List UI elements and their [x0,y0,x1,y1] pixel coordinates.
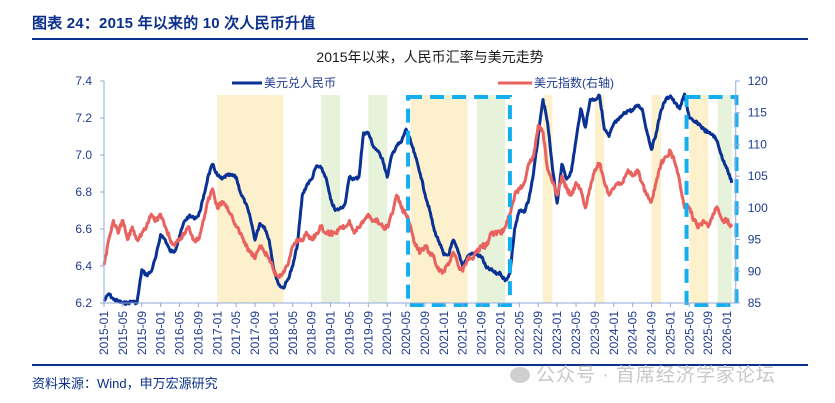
y-right-tick-label: 85 [748,296,762,310]
series-lines [102,92,734,306]
x-tick-label: 2021-09 [475,311,489,355]
x-tick-label: 2020-09 [418,311,432,355]
highlight-boxes [406,95,739,307]
x-tick-label: 2023-09 [588,311,602,355]
x-tick-label: 2016-05 [173,311,187,355]
x-tick-label: 2025-05 [682,311,696,355]
shaded-period-yellow [594,95,605,303]
y-right-tick-label: 95 [748,233,762,247]
x-tick-label: 2016-09 [191,311,205,355]
x-tick-label: 2019-01 [324,311,338,355]
y-left-tick-label: 7.2 [75,111,92,125]
x-tick-label: 2019-05 [342,311,356,355]
y-right-tick-label: 110 [748,137,767,151]
x-tick-label: 2025-01 [663,311,677,355]
x-tick-label: 2021-01 [437,311,451,355]
x-tick-label: 2017-09 [248,311,262,355]
x-tick-label: 2017-01 [210,311,224,355]
series-line-dxy [102,123,734,280]
x-tick-label: 2019-09 [361,311,375,355]
watermark: 公众号 · 首席经济学家论坛 [510,360,776,387]
x-tick-label: 2024-05 [626,311,640,355]
shaded-period-yellow [651,95,661,303]
x-tick-label: 2026-01 [720,311,734,355]
y-right-tick-label: 90 [748,264,762,278]
legend-label-dxy: 美元指数(右轴) [534,75,614,90]
x-tick-label: 2022-05 [512,311,526,355]
x-tick-label: 2018-05 [286,311,300,355]
x-tick-label: 2022-01 [493,311,507,355]
shaded-period-yellow [689,95,709,303]
wechat-icon [510,367,530,383]
x-tick-label: 2015-05 [116,311,130,355]
y-left-tick-label: 6.8 [75,185,92,199]
axes: 6.2 6.4 6.6 6.8 7.0 7.2 7.4 85 90 95 100 105 110 115 1… [75,74,768,355]
y-left-tick-label: 7.0 [75,148,92,162]
x-tick-label: 2018-01 [267,311,281,355]
title-rule [32,38,808,40]
x-tick-label: 2023-05 [569,311,583,355]
y-left-tick-label: 6.2 [75,296,92,310]
y-left-tick-label: 6.4 [75,259,92,273]
series-line-usdcny [102,92,734,306]
source-note: 资料来源：Wind，申万宏源研究 [32,376,218,391]
x-tick-label: 2023-01 [550,311,564,355]
shaded-period-green [717,95,732,303]
x-tick-label: 2015-01 [97,311,111,355]
x-tick-label: 2021-05 [456,311,470,355]
x-tick-label: 2024-09 [645,311,659,355]
y-left-tick-label: 7.4 [75,74,92,88]
legend-label-usdcny: 美元兑人民币 [264,76,336,90]
x-tick-label: 2020-05 [399,311,413,355]
highlight-box [406,95,512,307]
y-right-tick-label: 100 [748,201,768,215]
legend: 美元兑人民币 美元指数(右轴) [232,75,614,90]
x-tick-label: 2025-09 [701,311,715,355]
watermark-text: 公众号 · 首席经济学家论坛 [536,365,776,386]
shaded-period-green [368,95,388,303]
footer-rule [32,364,808,366]
figure-title: 图表 24：2015 年以来的 10 次人民币升值 [32,15,316,32]
x-tick-label: 2022-09 [531,311,545,355]
x-tick-label: 2020-01 [380,311,394,355]
x-tick-label: 2017-05 [229,311,243,355]
y-right-tick-label: 120 [748,74,768,88]
shaded-periods [217,95,732,303]
highlight-box [684,95,739,307]
chart-title: 2015年以来，人民币汇率与美元走势 [316,49,543,65]
x-tick-label: 2016-01 [154,311,168,355]
shaded-period-yellow [542,95,553,303]
y-right-tick-label: 105 [748,169,768,183]
y-left-tick-label: 6.6 [75,222,92,236]
x-tick-label: 2024-01 [607,311,621,355]
x-tick-label: 2015-09 [135,311,149,355]
y-right-tick-label: 115 [748,106,767,120]
x-tick-label: 2018-09 [305,311,319,355]
